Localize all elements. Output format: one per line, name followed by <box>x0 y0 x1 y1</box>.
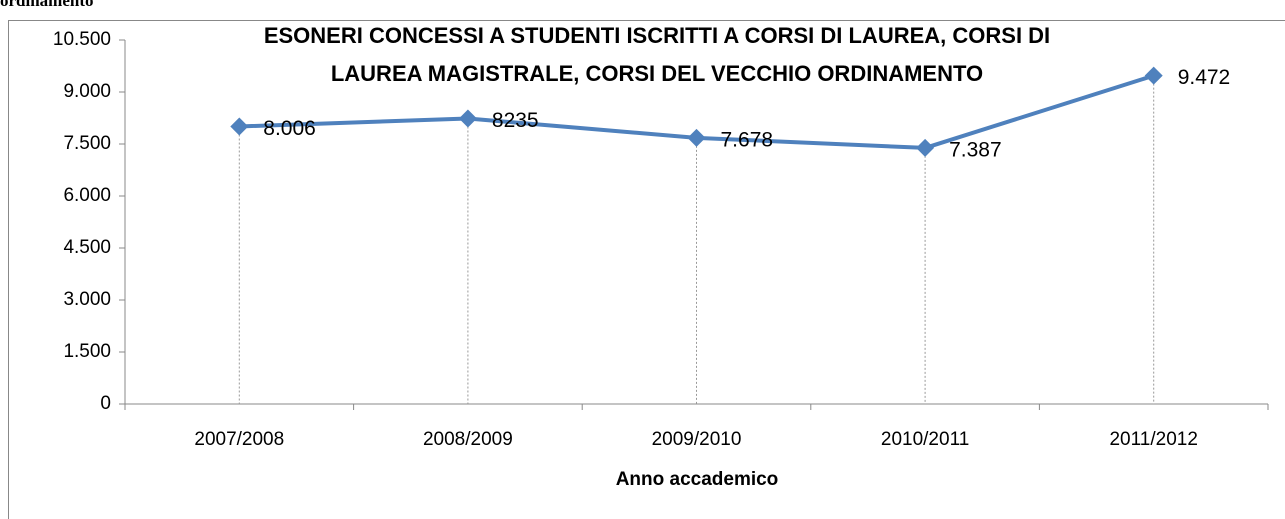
data-label: 9.472 <box>1178 66 1231 89</box>
y-tick-label: 7.500 <box>63 133 111 154</box>
point-marker <box>458 109 477 128</box>
data-label: 8235 <box>492 109 539 132</box>
x-tick-label: 2011/2012 <box>1109 429 1197 450</box>
y-tick-label: 6.000 <box>63 185 111 206</box>
data-label: 7.678 <box>721 128 774 151</box>
x-tick-label: 2008/2009 <box>423 429 513 450</box>
y-tick-label: 1.500 <box>63 341 111 362</box>
point-marker <box>230 117 249 136</box>
point-marker <box>687 128 706 147</box>
y-tick-label: 4.500 <box>63 237 111 258</box>
y-tick-label: 3.000 <box>63 289 111 310</box>
x-tick-label: 2007/2008 <box>194 429 284 450</box>
y-tick-label: 9.000 <box>63 81 111 102</box>
chart-frame <box>8 20 1285 519</box>
data-label: 7.387 <box>949 138 1002 161</box>
x-axis-title: Anno accademico <box>616 469 779 490</box>
y-tick-label: 10.500 <box>53 29 111 50</box>
chart-title: LAUREA MAGISTRALE, CORSI DEL VECCHIO ORD… <box>331 61 983 86</box>
x-tick-label: 2009/2010 <box>652 429 742 450</box>
header-text: ordinamento <box>0 0 94 10</box>
x-tick-label: 2010/2011 <box>881 429 969 450</box>
y-tick-label: 0 <box>100 393 111 414</box>
data-label: 8.006 <box>263 117 316 140</box>
point-marker <box>1144 66 1163 85</box>
point-marker <box>916 138 935 157</box>
chart-title: ESONERI CONCESSI A STUDENTI ISCRITTI A C… <box>264 23 1050 48</box>
